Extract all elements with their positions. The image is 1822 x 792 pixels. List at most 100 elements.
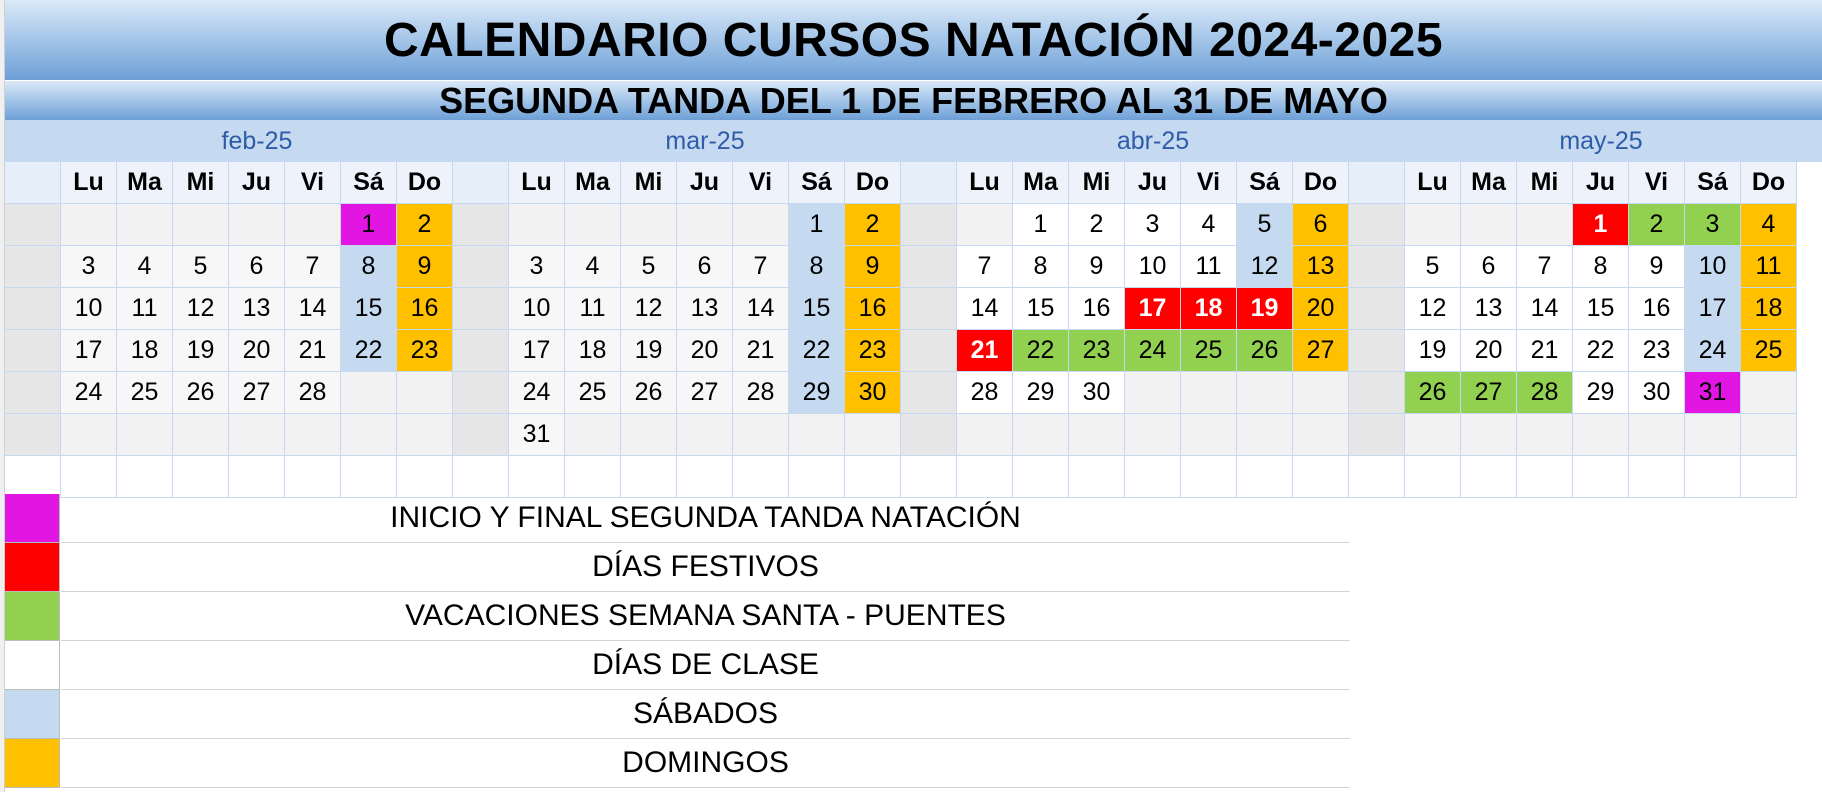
blank-cell [1069, 456, 1125, 498]
day-cell: 28 [733, 372, 789, 414]
day-cell-empty [1517, 204, 1573, 246]
day-cell: 11 [1181, 246, 1237, 288]
day-cell: 27 [677, 372, 733, 414]
weekday-header: Lu [61, 162, 117, 204]
weekday-header: Ju [229, 162, 285, 204]
blank-gutter [5, 456, 61, 498]
day-cell: 3 [1125, 204, 1181, 246]
day-cell: 6 [1461, 246, 1517, 288]
legend-row: VACACIONES SEMANA SANTA - PUENTES [5, 592, 1350, 641]
weekday-header: Ma [1013, 162, 1069, 204]
blank-cell [1461, 456, 1517, 498]
day-cell: 31 [509, 414, 565, 456]
day-cell: 24 [509, 372, 565, 414]
week-gutter [453, 246, 509, 288]
day-cell: 30 [845, 372, 901, 414]
day-cell-empty [1461, 414, 1517, 456]
day-cell: 10 [1125, 246, 1181, 288]
day-cell-empty [1069, 414, 1125, 456]
day-cell: 20 [1461, 330, 1517, 372]
day-cell: 16 [1069, 288, 1125, 330]
weekday-header: Ma [117, 162, 173, 204]
legend-label: VACACIONES SEMANA SANTA - PUENTES [61, 592, 1350, 641]
blank-cell [1405, 456, 1461, 498]
blank-cell [229, 456, 285, 498]
blank-gutter [901, 456, 957, 498]
week-gutter [1349, 330, 1405, 372]
blank-cell [1013, 456, 1069, 498]
weekday-header: Vi [285, 162, 341, 204]
day-cell-empty [229, 414, 285, 456]
day-cell-empty [341, 414, 397, 456]
legend-swatch [5, 592, 60, 641]
legend-label: SÁBADOS [61, 690, 1350, 739]
day-cell: 3 [61, 246, 117, 288]
day-cell: 4 [565, 246, 621, 288]
day-cell-empty [1237, 414, 1293, 456]
blank-gutter [1349, 456, 1405, 498]
weekday-header: Vi [1181, 162, 1237, 204]
week-gutter [1349, 246, 1405, 288]
blank-cell [341, 456, 397, 498]
day-cell: 2 [1629, 204, 1685, 246]
weekday-header: Lu [1405, 162, 1461, 204]
day-cell: 12 [621, 288, 677, 330]
day-cell: 28 [1517, 372, 1573, 414]
day-cell-empty [677, 414, 733, 456]
day-cell: 18 [1741, 288, 1797, 330]
day-cell: 4 [117, 246, 173, 288]
day-cell: 3 [509, 246, 565, 288]
day-cell: 14 [733, 288, 789, 330]
blank-cell [397, 456, 453, 498]
day-cell: 30 [1069, 372, 1125, 414]
day-cell-empty [1293, 414, 1349, 456]
legend-swatch [5, 641, 60, 690]
day-cell: 5 [173, 246, 229, 288]
legend-label: DÍAS DE CLASE [61, 641, 1350, 690]
week-gutter [1349, 204, 1405, 246]
weekday-header: Sá [1237, 162, 1293, 204]
day-cell: 7 [733, 246, 789, 288]
day-cell-empty [789, 414, 845, 456]
page-title: CALENDARIO CURSOS NATACIÓN 2024-2025 [383, 13, 1444, 67]
weekday-header: Lu [509, 162, 565, 204]
day-cell-empty [285, 204, 341, 246]
day-cell-empty [677, 204, 733, 246]
week-gutter [5, 288, 61, 330]
week-gutter [453, 288, 509, 330]
day-cell: 14 [1517, 288, 1573, 330]
day-cell: 22 [341, 330, 397, 372]
day-cell: 21 [1517, 330, 1573, 372]
day-cell-empty [565, 414, 621, 456]
day-cell-empty [173, 204, 229, 246]
blank-cell [733, 456, 789, 498]
weekday-header: Do [397, 162, 453, 204]
day-cell-empty [1181, 414, 1237, 456]
page-subtitle: SEGUNDA TANDA DEL 1 DE FEBRERO AL 31 DE … [439, 79, 1388, 121]
day-cell: 20 [677, 330, 733, 372]
day-cell: 17 [509, 330, 565, 372]
weekday-header: Do [1741, 162, 1797, 204]
day-cell: 5 [1405, 246, 1461, 288]
row-header-strip [0, 0, 5, 792]
blank-cell [789, 456, 845, 498]
blank-cell [117, 456, 173, 498]
day-cell: 23 [397, 330, 453, 372]
day-cell: 3 [1685, 204, 1741, 246]
day-cell: 8 [1573, 246, 1629, 288]
day-cell: 25 [117, 372, 173, 414]
blank-cell [1685, 456, 1741, 498]
legend-label: INICIO Y FINAL SEGUNDA TANDA NATACIÓN [61, 494, 1350, 543]
day-cell: 1 [1573, 204, 1629, 246]
day-cell: 9 [1629, 246, 1685, 288]
day-cell: 7 [957, 246, 1013, 288]
weekday-header: Mi [1069, 162, 1125, 204]
legend-row: SÁBADOS [5, 690, 1350, 739]
week-gutter [901, 288, 957, 330]
day-cell: 2 [1069, 204, 1125, 246]
day-cell: 25 [1741, 330, 1797, 372]
day-cell-empty [565, 204, 621, 246]
day-cell: 7 [1517, 246, 1573, 288]
week-gutter [1349, 372, 1405, 414]
day-cell: 2 [397, 204, 453, 246]
